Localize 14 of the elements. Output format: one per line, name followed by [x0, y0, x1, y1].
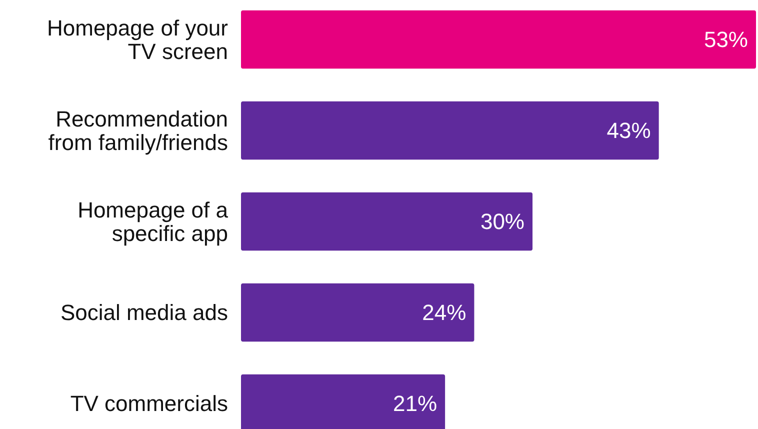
bar — [241, 10, 756, 69]
bar — [241, 101, 659, 160]
y-tick-label: Homepage of your TV screen — [47, 16, 228, 64]
y-tick-label: Social media ads — [60, 300, 228, 326]
bar — [241, 283, 474, 342]
data-label: 21% — [393, 391, 438, 416]
data-label: 53% — [704, 27, 748, 52]
y-tick-label: TV commercials — [70, 391, 228, 416]
data-label: 43% — [606, 118, 651, 144]
y-tick-label: Recommendation from family/friends — [48, 106, 228, 155]
data-label: 24% — [422, 300, 466, 326]
bar — [241, 192, 533, 251]
y-tick-label: Homepage of a specific app — [78, 198, 229, 246]
data-label: 30% — [480, 209, 525, 234]
